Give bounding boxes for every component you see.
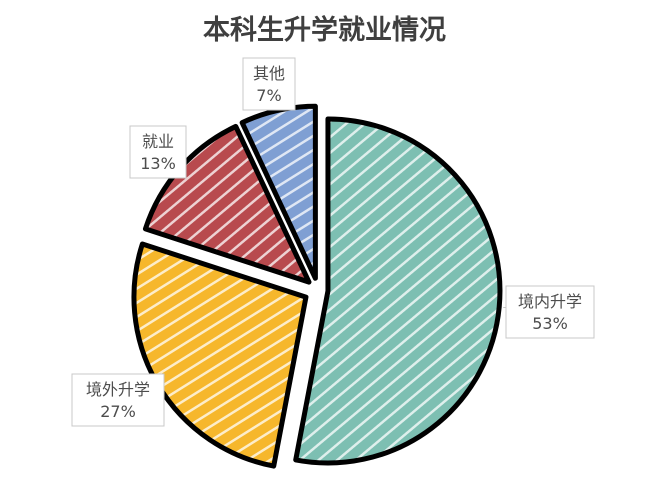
value-label: 53% xyxy=(532,314,568,333)
category-label: 就业 xyxy=(142,132,174,151)
data-label-box xyxy=(242,57,296,111)
data-label: 就业 13% xyxy=(129,125,187,179)
data-label: 境内升学 53% xyxy=(505,285,595,339)
pie-slice xyxy=(239,103,318,281)
value-label: 7% xyxy=(256,86,281,105)
category-label: 境外升学 xyxy=(86,380,150,399)
data-label-box xyxy=(129,125,187,179)
category-label: 境内升学 xyxy=(518,292,582,311)
data-label-box xyxy=(71,373,165,427)
pie-slice xyxy=(293,116,503,466)
chart-title: 本科生升学就业情况 xyxy=(203,15,446,46)
pie-slice xyxy=(131,241,309,469)
data-label-box xyxy=(505,285,595,339)
value-label: 27% xyxy=(100,402,136,421)
data-label: 其他 7% xyxy=(242,57,296,111)
category-label: 其他 xyxy=(253,64,285,83)
value-label: 13% xyxy=(140,154,176,173)
data-label: 境外升学 27% xyxy=(71,373,165,427)
